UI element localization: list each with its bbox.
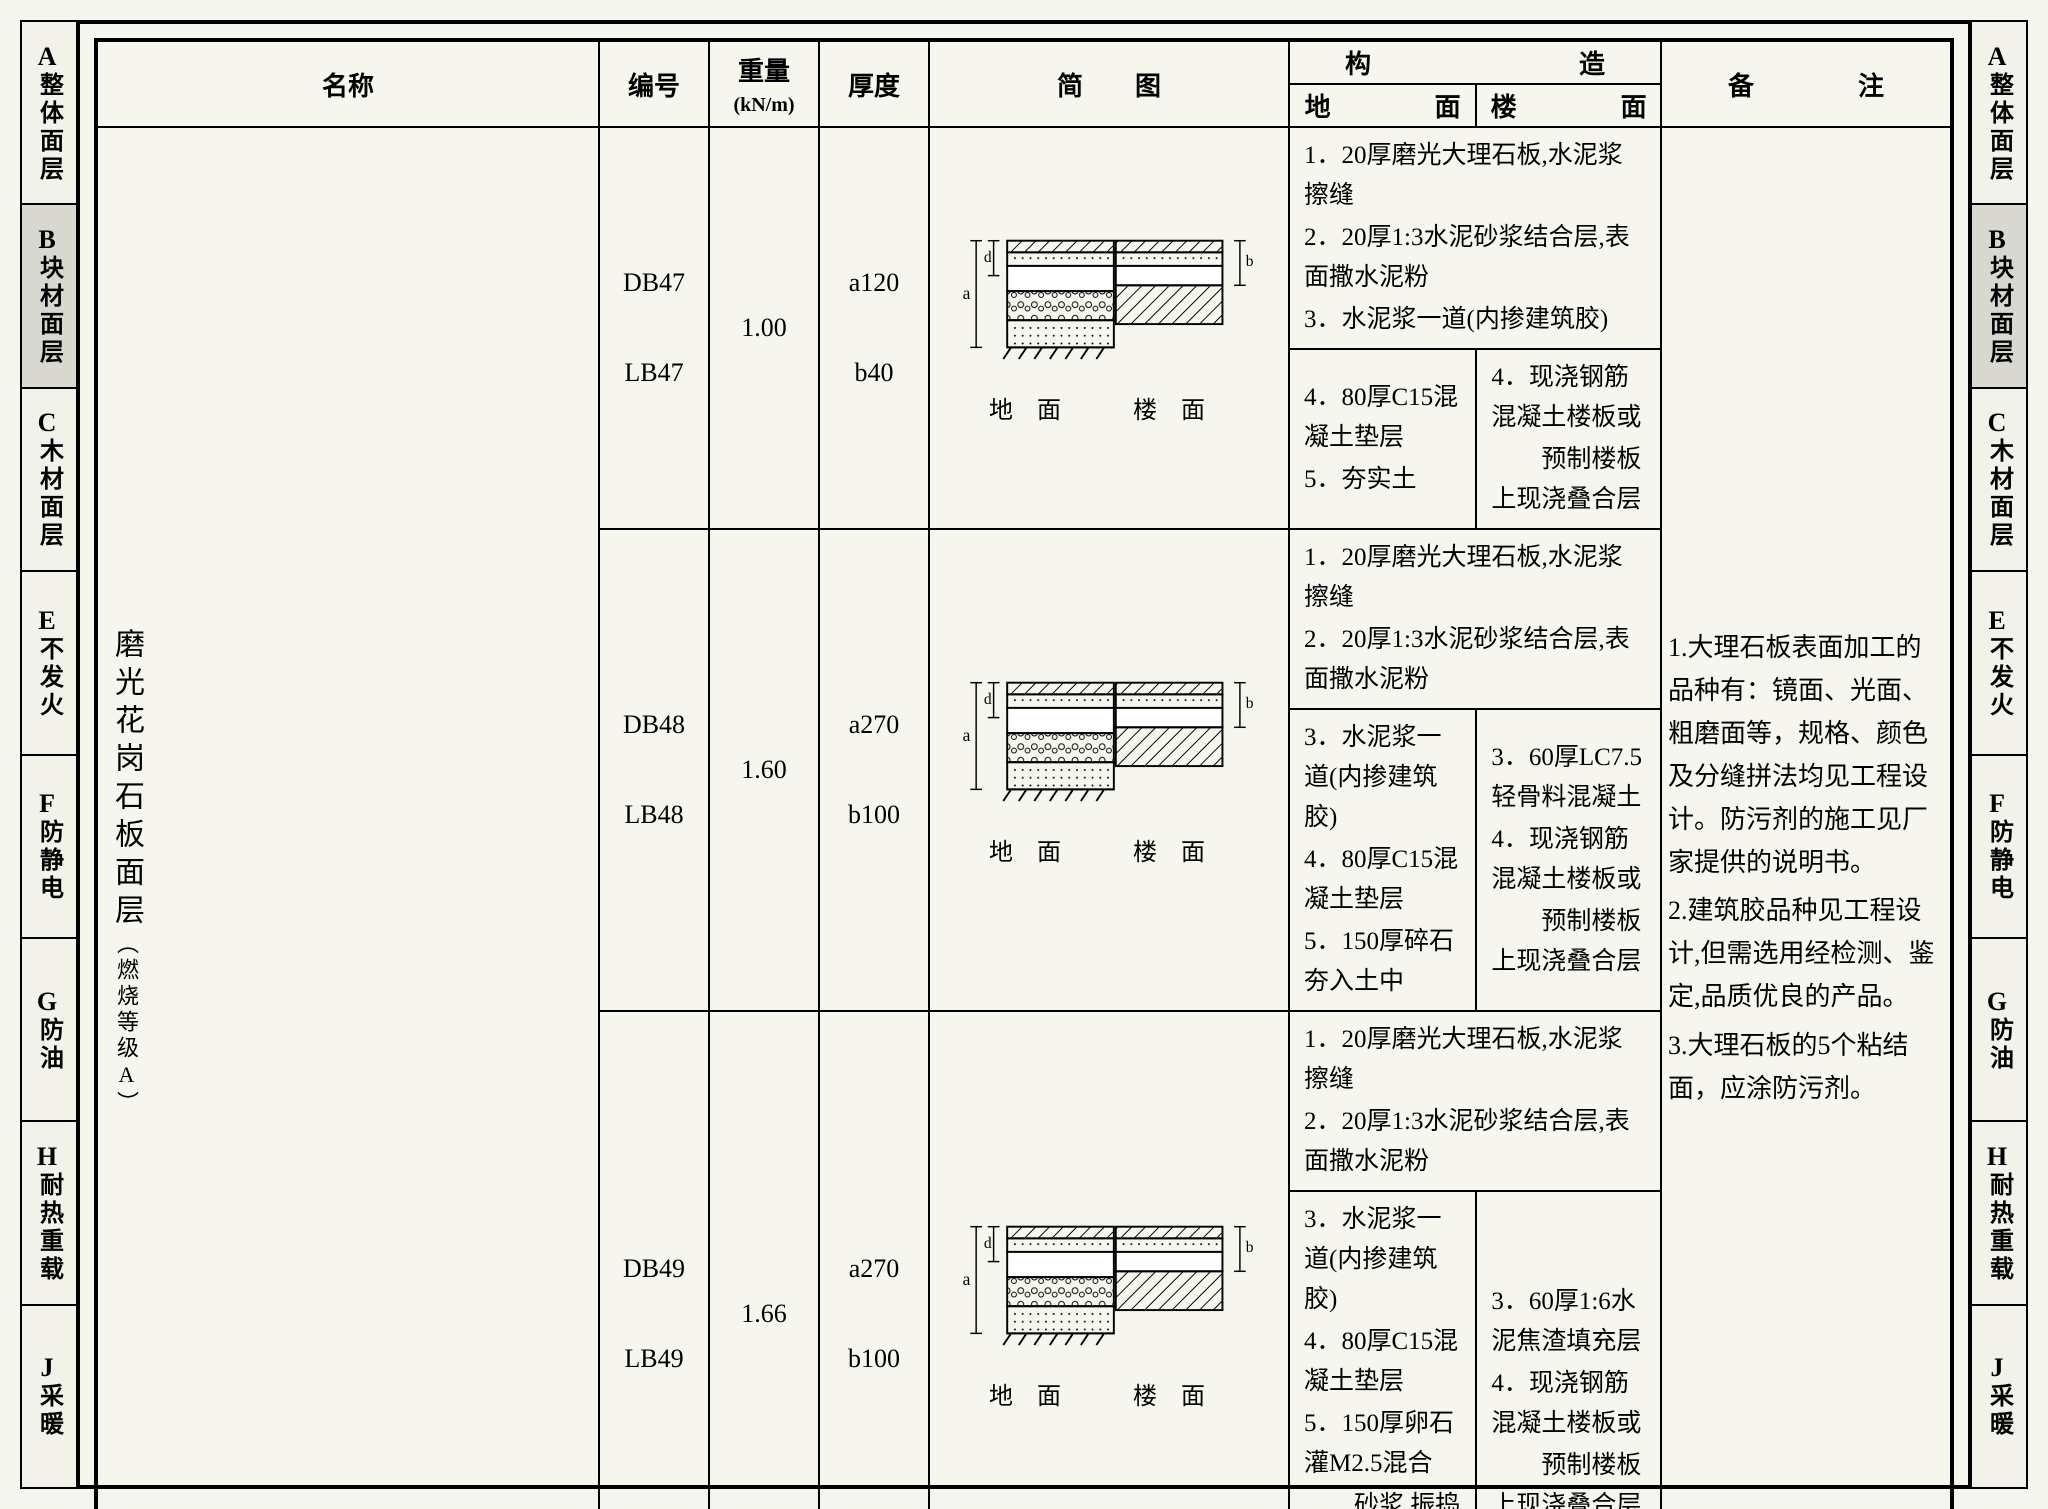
thickness-cell: a120b40 xyxy=(819,127,929,529)
diagram-cell: 地面 楼面 xyxy=(929,529,1289,1011)
code-cell: DB49LB49 xyxy=(599,1011,709,1509)
th-diagram: 简 图 xyxy=(929,41,1289,127)
index-tab-J[interactable]: J采暖 xyxy=(1972,1304,2028,1489)
th-name: 名称 xyxy=(97,41,599,127)
table-body: 磨光花岗石板面层（燃烧等级A）DB47LB471.00a120b40地面 楼面1… xyxy=(97,127,1951,1509)
index-tab-F[interactable]: F防静电 xyxy=(20,754,76,937)
index-tab-B[interactable]: B块材面层 xyxy=(20,203,76,386)
th-weight-label: 重量 xyxy=(738,57,790,86)
weight-cell: 1.00 xyxy=(709,127,819,529)
index-tab-H[interactable]: H耐热重载 xyxy=(1972,1120,2028,1303)
row-name: 磨光花岗石板面层（燃烧等级A） xyxy=(97,127,599,1509)
th-ground: 地 面 xyxy=(1289,84,1476,127)
thickness-cell: a270b100 xyxy=(819,1011,929,1509)
th-code: 编号 xyxy=(599,41,709,127)
spec-ground: 4．80厚C15混凝土垫层5．夯实土 xyxy=(1289,349,1476,529)
code-cell: DB48LB48 xyxy=(599,529,709,1011)
index-tab-A[interactable]: A整体面层 xyxy=(20,20,76,203)
weight-cell: 1.60 xyxy=(709,529,819,1011)
inner-border: 名称 编号 重量 (kN/m) 厚度 简 图 构 造 备 注 地 面 xyxy=(94,38,1954,1509)
main-table: 名称 编号 重量 (kN/m) 厚度 简 图 构 造 备 注 地 面 xyxy=(96,40,1952,1509)
index-tab-G[interactable]: G防油 xyxy=(1972,937,2028,1120)
spec-ground: 3．水泥浆一道(内掺建筑胶)4．80厚C15混凝土垫层5．150厚卵石灌M2.5… xyxy=(1289,1191,1476,1509)
th-floor: 楼 面 xyxy=(1476,84,1661,127)
spec-shared: 1．20厚磨光大理石板,水泥浆擦缝2．20厚1:3水泥砂浆结合层,表面撒水泥粉 xyxy=(1289,1011,1661,1191)
index-tab-E[interactable]: E不发火 xyxy=(1972,570,2028,753)
thickness-cell: a270b100 xyxy=(819,529,929,1011)
spec-ground: 3．水泥浆一道(内掺建筑胶)4．80厚C15混凝土垫层5．150厚碎石夯入土中 xyxy=(1289,709,1476,1011)
index-tab-B[interactable]: B块材面层 xyxy=(1972,203,2028,386)
left-index-tabs: A整体面层B块材面层C木材面层E不发火F防静电G防油H耐热重载J采暖 xyxy=(20,20,76,1489)
th-thickness: 厚度 xyxy=(819,41,929,127)
spec-floor: 3．60厚1:6水泥焦渣填充层4．现浇钢筋混凝土楼板或 预制楼板上现浇叠合层 xyxy=(1476,1191,1661,1509)
weight-cell: 1.66 xyxy=(709,1011,819,1509)
diagram-cell: 地面 楼面 xyxy=(929,127,1289,529)
drawing-sheet: A整体面层B块材面层C木材面层E不发火F防静电G防油H耐热重载J采暖 名称 编号… xyxy=(20,20,2028,1489)
drawing-frame: 名称 编号 重量 (kN/m) 厚度 简 图 构 造 备 注 地 面 xyxy=(76,20,1972,1489)
spec-floor: 4．现浇钢筋混凝土楼板或 预制楼板上现浇叠合层 xyxy=(1476,349,1661,529)
index-tab-G[interactable]: G防油 xyxy=(20,937,76,1120)
diagram-cell: 地面 楼面 xyxy=(929,1011,1289,1509)
spec-shared: 1．20厚磨光大理石板,水泥浆擦缝2．20厚1:3水泥砂浆结合层,表面撒水泥粉 xyxy=(1289,529,1661,709)
th-weight: 重量 (kN/m) xyxy=(709,41,819,127)
code-cell: DB47LB47 xyxy=(599,127,709,529)
index-tab-A[interactable]: A整体面层 xyxy=(1972,20,2028,203)
notes-cell: 1.大理石板表面加工的品种有：镜面、光面、粗磨面等，规格、颜色及分缝拼法均见工程… xyxy=(1661,127,1951,1509)
index-tab-C[interactable]: C木材面层 xyxy=(20,387,76,570)
th-construction: 构 造 xyxy=(1289,41,1661,84)
index-tab-H[interactable]: H耐热重载 xyxy=(20,1120,76,1303)
index-tab-F[interactable]: F防静电 xyxy=(1972,754,2028,937)
spec-shared: 1．20厚磨光大理石板,水泥浆擦缝2．20厚1:3水泥砂浆结合层,表面撒水泥粉3… xyxy=(1289,127,1661,349)
th-weight-unit: (kN/m) xyxy=(733,94,794,116)
index-tab-E[interactable]: E不发火 xyxy=(20,570,76,753)
index-tab-J[interactable]: J采暖 xyxy=(20,1304,76,1489)
right-index-tabs: A整体面层B块材面层C木材面层E不发火F防静电G防油H耐热重载J采暖 xyxy=(1972,20,2028,1489)
index-tab-C[interactable]: C木材面层 xyxy=(1972,387,2028,570)
spec-floor: 3．60厚LC7.5轻骨料混凝土4．现浇钢筋混凝土楼板或 预制楼板上现浇叠合层 xyxy=(1476,709,1661,1011)
th-notes: 备 注 xyxy=(1661,41,1951,127)
